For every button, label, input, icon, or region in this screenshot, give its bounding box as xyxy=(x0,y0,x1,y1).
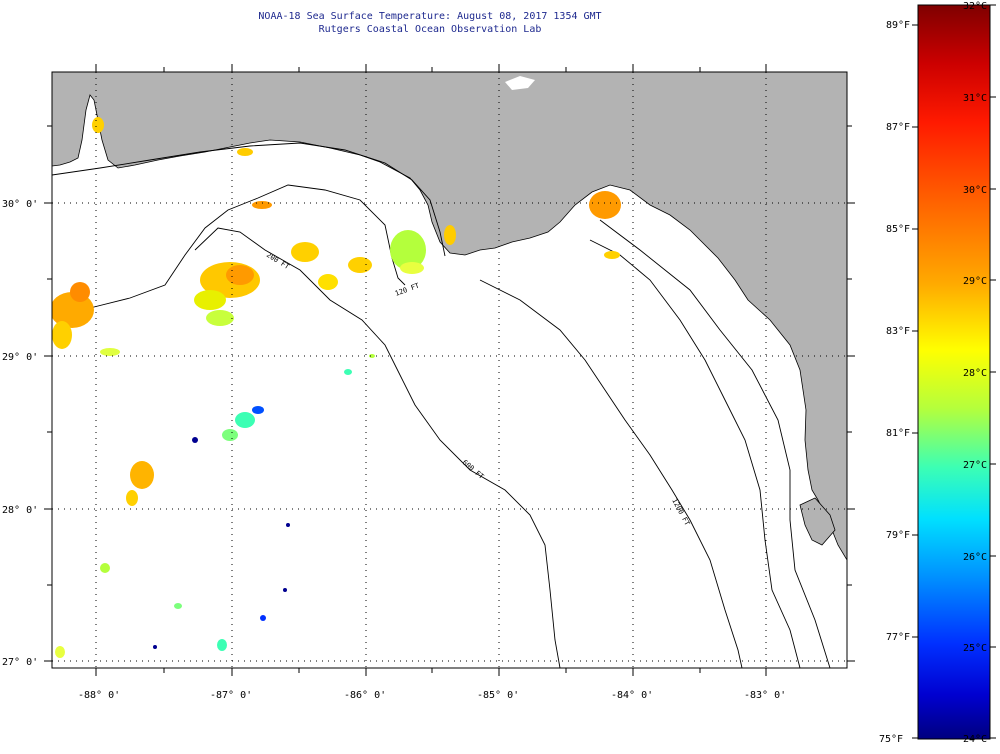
lon-label-84: -84° 0' xyxy=(611,690,653,701)
colorbar-c-32: 32°C xyxy=(963,1,987,12)
lat-label-27: 27° 0' xyxy=(2,657,38,668)
lat-label-29: 29° 0' xyxy=(2,352,38,363)
map-frame xyxy=(51,71,848,669)
colorbar-c-27: 27°C xyxy=(963,460,987,471)
colorbar-c-29: 29°C xyxy=(963,276,987,287)
colorbar-c-30: 30°C xyxy=(963,185,987,196)
lat-label-30: 30° 0' xyxy=(2,199,38,210)
colorbar-c-25: 25°C xyxy=(963,643,987,654)
lat-label-28: 28° 0' xyxy=(2,505,38,516)
lon-label-83: -83° 0' xyxy=(744,690,786,701)
colorbar-c-26: 26°C xyxy=(963,552,987,563)
map-subtitle: Rutgers Coastal Ocean Observation Lab xyxy=(318,24,542,35)
sst-observations xyxy=(52,117,621,658)
colorbar-f-77: 77°F xyxy=(886,632,910,643)
colorbar-f-87: 87°F xyxy=(886,122,910,133)
bay-land xyxy=(799,497,836,546)
colorbar-f-83: 83°F xyxy=(886,326,910,337)
colorbar-c-24: 24°C xyxy=(963,734,987,745)
map-title: NOAA-18 Sea Surface Temperature: August … xyxy=(258,11,602,22)
colorbar-ticks xyxy=(912,4,996,739)
colorbar-c-28: 28°C xyxy=(963,368,987,379)
land-mass xyxy=(52,72,847,561)
lon-label-87: -87° 0' xyxy=(210,690,252,701)
lon-label-86: -86° 0' xyxy=(344,690,386,701)
colorbar-f-79: 79°F xyxy=(886,530,910,541)
colorbar xyxy=(917,4,991,740)
cloud-patch xyxy=(505,76,535,90)
colorbar-f-75: 75°F xyxy=(879,734,903,745)
depth-contours xyxy=(52,142,831,668)
colorbar-f-89: 89°F xyxy=(886,20,910,31)
graticule xyxy=(52,72,847,668)
lon-label-88: -88° 0' xyxy=(78,690,120,701)
colorbar-f-85: 85°F xyxy=(886,224,910,235)
colorbar-f-81: 81°F xyxy=(886,428,910,439)
lon-label-85: -85° 0' xyxy=(477,690,519,701)
colorbar-c-31: 31°C xyxy=(963,93,987,104)
frame-ticks xyxy=(44,64,855,676)
